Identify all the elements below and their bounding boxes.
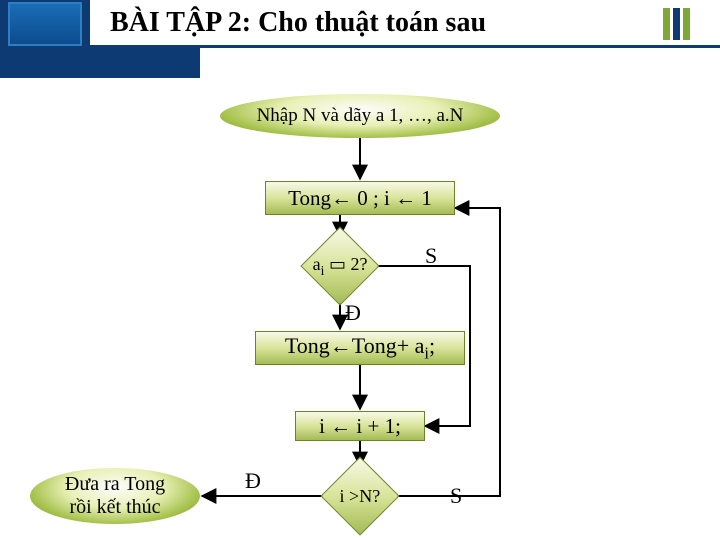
edge-label-cond1-D: Đ bbox=[345, 300, 361, 326]
node-cond1-label: ai ▭ 2? bbox=[313, 254, 368, 279]
node-cond2-label: i >N? bbox=[340, 485, 381, 506]
flowchart-canvas: Nhập N và dãy a 1, …, a.N Tong← 0 ; i ← … bbox=[0, 48, 720, 540]
node-start-label: Nhập N và dãy a 1, …, a.N bbox=[257, 105, 464, 127]
node-cond2: i >N? bbox=[320, 456, 399, 535]
node-start: Nhập N và dãy a 1, …, a.N bbox=[220, 94, 500, 138]
node-sum-label: Tong←Tong+ ai; bbox=[285, 333, 435, 363]
node-incr-label: i ← i + 1; bbox=[319, 414, 401, 439]
node-init: Tong← 0 ; i ← 1 bbox=[265, 181, 455, 215]
node-incr: i ← i + 1; bbox=[295, 411, 425, 441]
title-bar: BÀI TẬP 2: Cho thuật toán sau bbox=[90, 0, 720, 48]
title-stripes-icon bbox=[663, 8, 690, 40]
edge-label-cond2-S: S bbox=[450, 483, 462, 509]
header: BÀI TẬP 2: Cho thuật toán sau bbox=[0, 0, 720, 48]
edge-label-cond1-S: S bbox=[425, 243, 437, 269]
node-end-label: Đưa ra Tong rồi kết thúc bbox=[65, 473, 165, 519]
edge-label-cond2-D: Đ bbox=[245, 468, 261, 494]
node-cond1: ai ▭ 2? bbox=[300, 226, 379, 305]
logo-icon bbox=[0, 0, 90, 48]
page-title: BÀI TẬP 2: Cho thuật toán sau bbox=[110, 7, 486, 39]
node-sum: Tong←Tong+ ai; bbox=[255, 331, 465, 365]
node-init-label: Tong← 0 ; i ← 1 bbox=[288, 186, 432, 211]
node-end: Đưa ra Tong rồi kết thúc bbox=[30, 468, 200, 524]
